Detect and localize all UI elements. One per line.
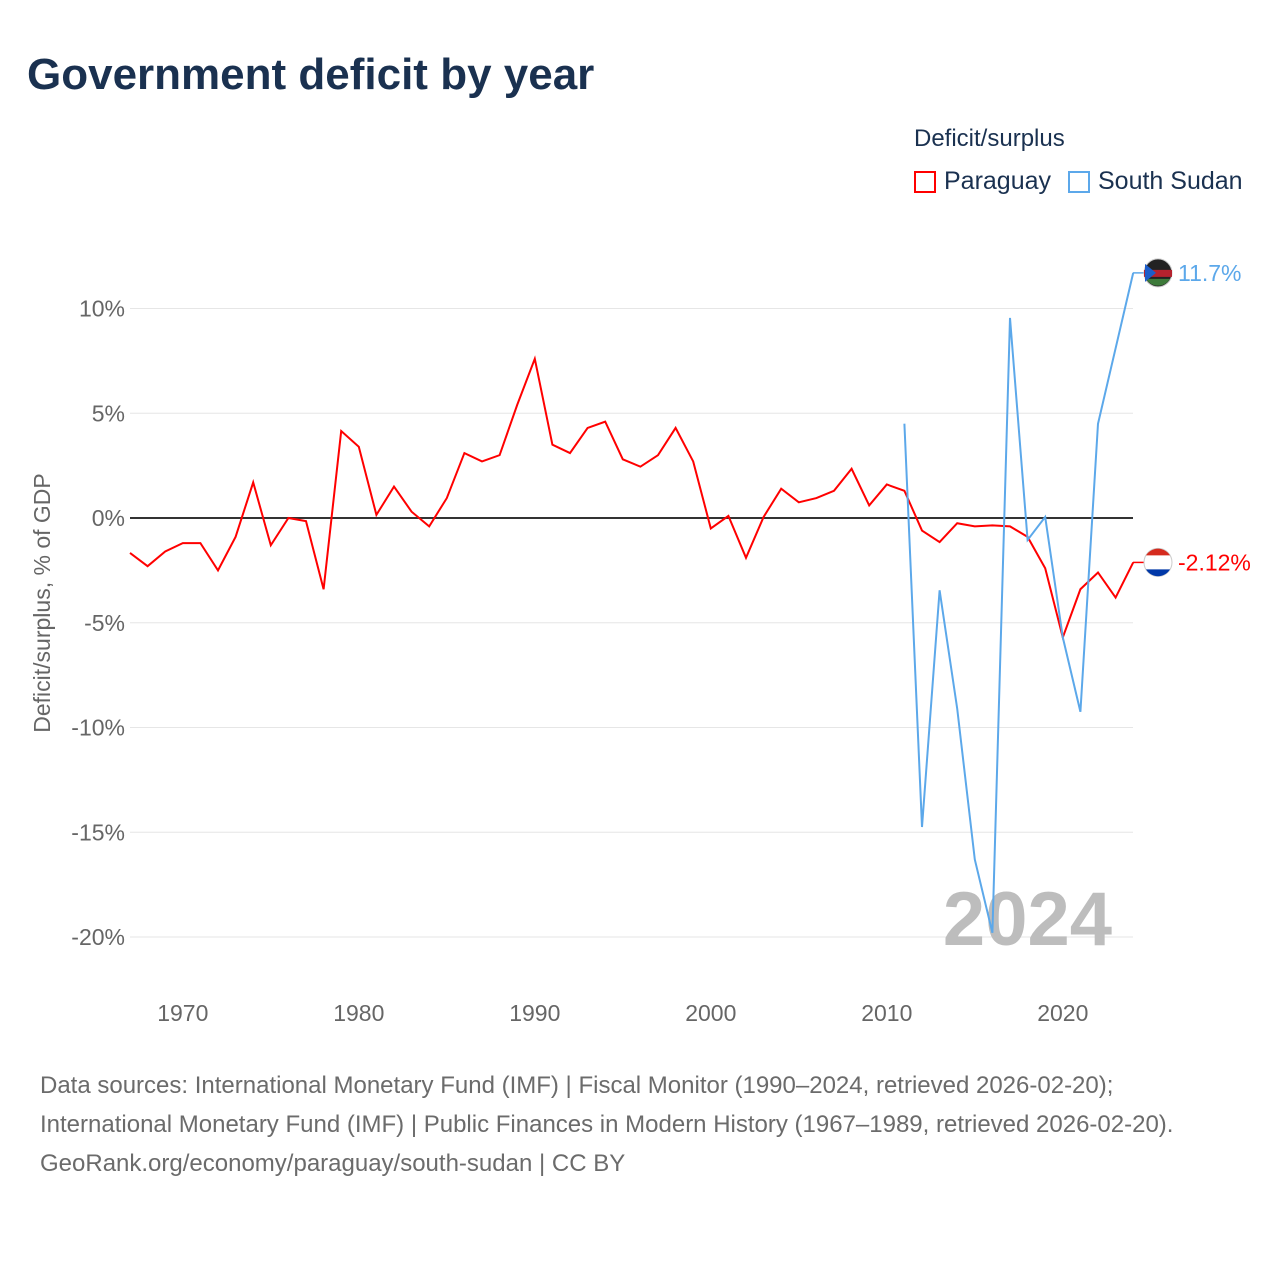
y-tick-label: 10% xyxy=(79,296,125,322)
y-tick-label: 5% xyxy=(92,400,125,426)
y-tick-label: -5% xyxy=(84,610,125,636)
legend-swatch xyxy=(914,170,936,193)
series-line-paraguay xyxy=(129,355,1135,641)
flag-stripe xyxy=(1144,269,1172,277)
chart-title: Government deficit by year xyxy=(27,50,595,99)
end-value-label: -2.12% xyxy=(1178,549,1251,575)
y-axis-label: Deficit/surplus, % of GDP xyxy=(29,473,55,732)
legend-label: Paraguay xyxy=(944,167,1052,195)
legend-swatch xyxy=(1068,170,1090,193)
flag-stripe xyxy=(1146,548,1170,556)
legend-label: South Sudan xyxy=(1098,167,1243,195)
sources: Data sources: International Monetary Fun… xyxy=(40,1066,1240,1183)
legend-item-paraguay[interactable]: Paraguay xyxy=(914,167,1051,196)
x-tick-label: 1970 xyxy=(157,1000,208,1026)
y-tick-label: 0% xyxy=(92,505,125,531)
end-value-label: 11.7% xyxy=(1178,260,1242,286)
x-tick-label: 1990 xyxy=(509,1000,560,1026)
flag-stripe xyxy=(1146,278,1170,286)
year-watermark: 2024 xyxy=(943,877,1112,962)
sources-text: Data sources: International Monetary Fun… xyxy=(40,1072,1174,1138)
flag-triangle xyxy=(1145,263,1156,282)
x-tick-label: 2020 xyxy=(1037,1000,1088,1026)
x-tick-label: 2000 xyxy=(685,1000,736,1026)
legend-title: Deficit/surplus xyxy=(914,125,1065,152)
y-tick-label: -10% xyxy=(71,715,125,741)
legend-item-south-sudan[interactable]: South Sudan xyxy=(1068,167,1243,196)
y-tick-label: -20% xyxy=(71,924,125,950)
x-tick-label: 2010 xyxy=(861,1000,912,1026)
x-tick-label: 1980 xyxy=(333,1000,384,1026)
flag-stripe xyxy=(1146,569,1170,577)
source-link[interactable]: GeoRank.org/economy/paraguay/south-sudan… xyxy=(40,1150,626,1177)
series-line-south-sudan xyxy=(903,272,1135,934)
y-tick-label: -15% xyxy=(71,819,125,845)
